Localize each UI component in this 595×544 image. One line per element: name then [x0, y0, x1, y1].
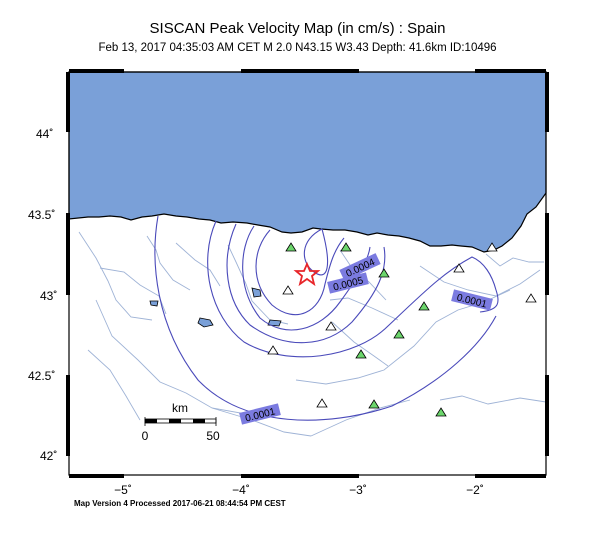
lat-tick-label: 43.5˚ — [28, 208, 55, 222]
station-white-icon[interactable] — [267, 345, 279, 355]
processing-footer: Map Version 4 Processed 2017-06-21 08:44… — [74, 499, 286, 508]
epicenter-star-icon[interactable] — [293, 261, 321, 287]
lon-tick-label: −3˚ — [349, 483, 367, 497]
scale-bar: km 0 50 — [142, 401, 220, 443]
station-green-icon[interactable] — [393, 329, 405, 339]
station-green-icon[interactable] — [435, 407, 447, 417]
station-green-icon[interactable] — [378, 268, 390, 278]
lat-tick-label: 43˚ — [40, 289, 57, 303]
scale-end: 50 — [206, 429, 220, 443]
longitude-axis: −5˚ −4˚ −3˚ −2˚ — [114, 483, 484, 497]
station-green-icon[interactable] — [418, 301, 430, 311]
latitude-axis: 44˚ 43.5˚ 43˚ 42.5˚ 42˚ — [28, 127, 57, 463]
station-white-icon[interactable] — [325, 321, 337, 331]
map-frame — [66, 69, 549, 478]
station-white-icon[interactable] — [282, 285, 294, 295]
map-title: SISCAN Peak Velocity Map (in cm/s) : Spa… — [149, 20, 446, 37]
scale-start: 0 — [142, 429, 149, 443]
station-green-icon[interactable] — [355, 349, 367, 359]
station-green-icon[interactable] — [285, 242, 297, 252]
lon-tick-label: −2˚ — [466, 483, 484, 497]
lat-tick-label: 42.5˚ — [28, 369, 55, 383]
lon-tick-label: −4˚ — [232, 483, 250, 497]
lat-tick-label: 42˚ — [40, 449, 57, 463]
station-green-icon[interactable] — [368, 399, 380, 409]
reservoirs — [149, 287, 282, 328]
lon-tick-label: −5˚ — [114, 483, 132, 497]
station-green-icon[interactable] — [340, 242, 352, 252]
contour-label-box — [239, 403, 281, 425]
station-white-icon[interactable] — [525, 293, 537, 303]
station-white-icon[interactable] — [453, 263, 465, 273]
stations — [267, 242, 537, 417]
station-white-icon[interactable] — [486, 242, 498, 252]
contour-label-box — [327, 272, 369, 294]
scale-unit: km — [172, 401, 188, 415]
station-white-icon[interactable] — [316, 398, 328, 408]
lat-tick-label: 44˚ — [36, 127, 53, 141]
event-info: Feb 13, 2017 04:35:03 AM CET M 2.0 N43.1… — [98, 42, 497, 54]
velocity-contours — [154, 215, 499, 421]
contour-label-box — [339, 253, 381, 281]
contour-label-box — [451, 289, 493, 311]
